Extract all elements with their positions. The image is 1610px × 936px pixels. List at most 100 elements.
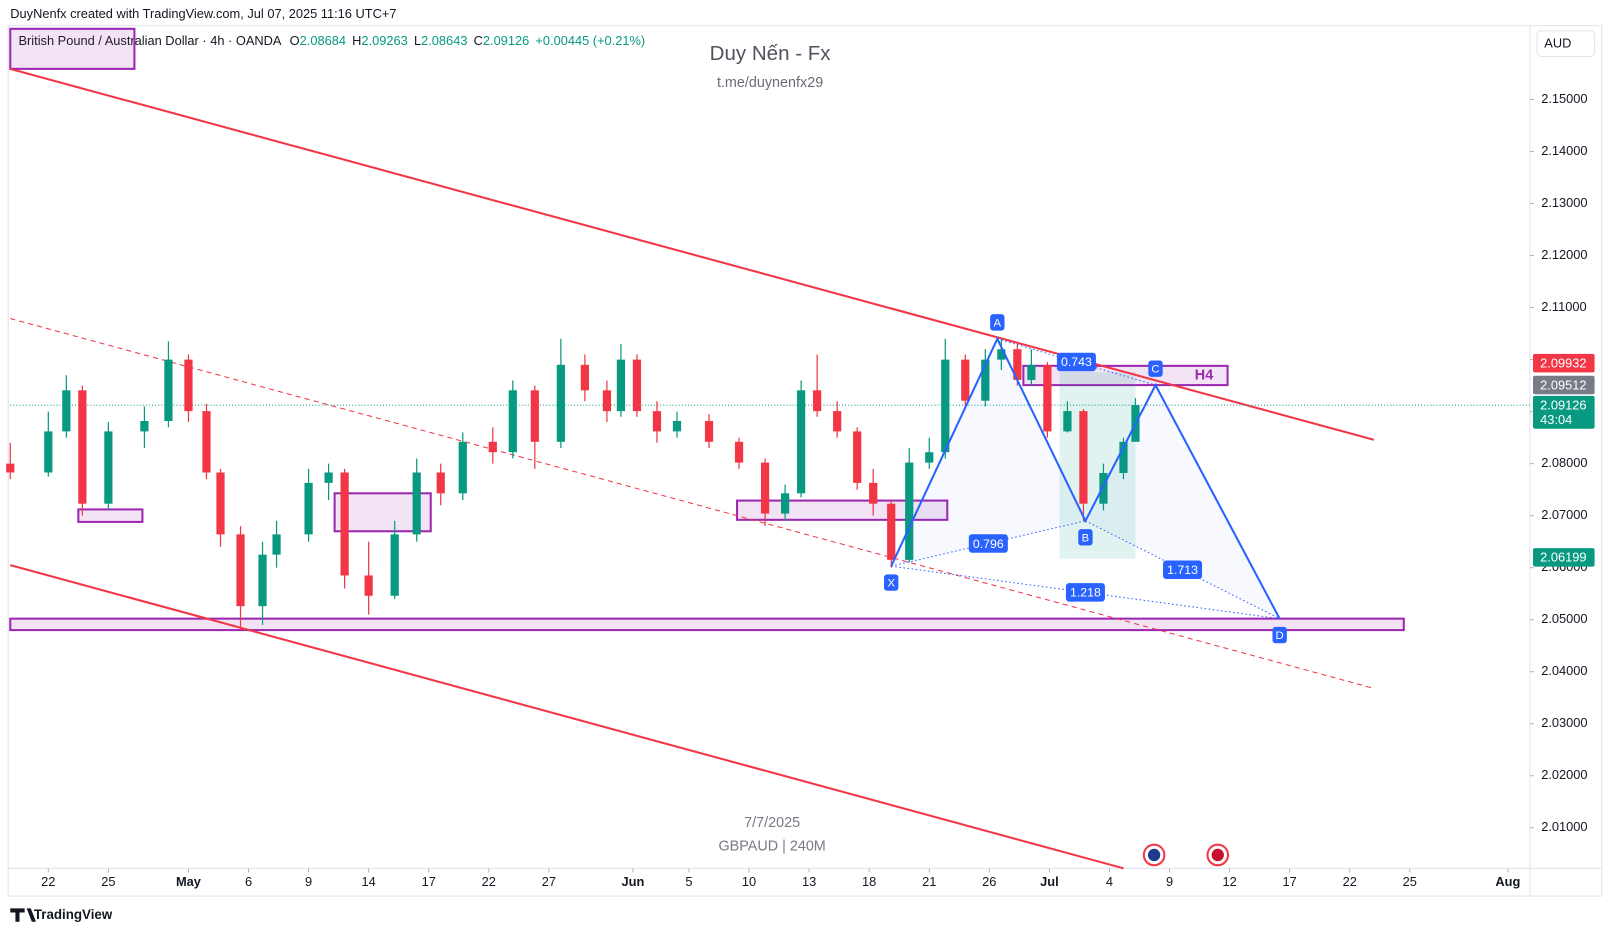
- x-tick-label: Jul: [1040, 874, 1059, 889]
- zone: [9, 27, 136, 70]
- watermark-title: Duy Nến - Fx: [710, 42, 832, 65]
- ohlc-label: L: [414, 34, 421, 49]
- candle-body: [44, 431, 53, 473]
- ratio-label: 0.796: [973, 537, 1004, 551]
- x-tick-label: 21: [922, 874, 936, 889]
- candle-body: [6, 463, 15, 473]
- zone-label: H4: [1195, 367, 1213, 383]
- x-tick-label: 26: [982, 874, 996, 889]
- candle-body: [140, 420, 149, 432]
- currency[interactable]: AUD: [1544, 36, 1571, 51]
- x-tick-label: May: [176, 874, 202, 889]
- trend-line: [9, 564, 1124, 870]
- candle-body: [602, 390, 612, 412]
- ratio-badge: [1056, 352, 1096, 372]
- ohlc-label: H: [352, 34, 361, 49]
- candle-body: [887, 503, 896, 560]
- point-label: B: [1082, 532, 1090, 544]
- candle-body: [1063, 411, 1072, 432]
- ohlc-label: O: [290, 34, 300, 49]
- candle-body: [364, 575, 373, 596]
- trend-line: [9, 67, 1375, 441]
- x-tick-label: 18: [862, 874, 876, 889]
- pattern-fill: [1085, 385, 1280, 619]
- currency-box[interactable]: [1536, 30, 1596, 58]
- x-tick-label: 22: [1343, 874, 1357, 889]
- x-tick-label: 25: [1403, 874, 1417, 889]
- x-tick-label: 12: [1222, 874, 1236, 889]
- candle-body: [813, 390, 822, 412]
- y-tick-label: 2.14000: [1541, 143, 1587, 158]
- last-price-label: 2.09126: [1540, 397, 1586, 412]
- candle-body: [258, 554, 267, 607]
- chart-frame: [7, 25, 1603, 897]
- ohlc-value: 2.08643: [421, 34, 467, 49]
- symbol-line: British Pound / Australian Dollar · 4h ·…: [18, 34, 645, 49]
- candle-body: [1099, 473, 1108, 504]
- x-tick-label: 4: [1106, 874, 1113, 889]
- credit: DuyNenfx created with TradingView.com, J…: [10, 6, 396, 21]
- candle-body: [1027, 364, 1036, 380]
- price-tag-label: 2.09512: [1540, 377, 1586, 392]
- y-tick-label: 2.08000: [1541, 455, 1587, 470]
- candle-body: [981, 359, 990, 401]
- x-tick-label: 5: [685, 874, 692, 889]
- candle-body: [436, 472, 445, 494]
- candle-body: [324, 472, 333, 483]
- candle-body: [925, 452, 934, 463]
- candle-body: [202, 411, 211, 473]
- y-tick-label: 2.02000: [1541, 767, 1587, 782]
- ratio-label: 1.218: [1070, 586, 1101, 600]
- symbol: British Pound / Australian Dollar · 4h ·…: [18, 34, 281, 49]
- candle-body: [760, 462, 770, 514]
- candle-body: [530, 390, 539, 442]
- x-tick-label: 9: [1166, 874, 1173, 889]
- y-tick-label: 2.07000: [1541, 507, 1587, 522]
- price-tag: [1532, 548, 1595, 567]
- point-badge: [1272, 626, 1287, 644]
- watermark-subtitle: t.me/duynenfx29: [717, 75, 823, 91]
- pattern-fill: [891, 338, 1086, 567]
- countdown: 43:04: [1540, 412, 1572, 427]
- candle-body: [184, 359, 193, 412]
- brand-logo: [10, 908, 36, 922]
- x-tick-label: 14: [362, 874, 376, 889]
- ratio-label: 1.713: [1167, 563, 1198, 577]
- candle-body: [508, 390, 517, 453]
- point-label: X: [887, 578, 895, 590]
- point-badge: [1078, 529, 1093, 546]
- watermark-date: 7/7/2025: [744, 815, 800, 831]
- candle-body: [632, 359, 642, 412]
- candle-body: [488, 441, 497, 453]
- ratio-badge: [968, 534, 1008, 553]
- candle-body: [216, 472, 225, 535]
- pattern-ratio-line: [1085, 520, 1280, 620]
- change: +0.00445 (+0.21%): [535, 34, 645, 49]
- event-flag-au-inner: [1147, 848, 1161, 862]
- candle-body: [304, 482, 313, 535]
- candle-body: [905, 462, 914, 560]
- point-label: D: [1276, 630, 1284, 642]
- candle-body: [1119, 441, 1128, 474]
- ohlc-label: C: [474, 34, 483, 49]
- candle-body: [78, 390, 87, 504]
- price-tag: [1532, 353, 1595, 373]
- x-tick-label: Aug: [1495, 874, 1520, 889]
- point-badge: [884, 574, 899, 591]
- candle-body: [556, 364, 565, 442]
- candle-body: [390, 534, 399, 596]
- trend-line: [10, 318, 1374, 689]
- candle-body: [652, 411, 662, 432]
- candle-body: [961, 359, 970, 401]
- zone: [9, 617, 1405, 632]
- last-price-tag: [1532, 395, 1595, 429]
- candle-body: [62, 390, 71, 432]
- point-label: A: [994, 317, 1002, 329]
- ohlc-value: 2.09126: [483, 34, 529, 49]
- candle-body: [616, 359, 626, 412]
- candle-body: [672, 420, 682, 432]
- ratio-badge: [1065, 583, 1105, 602]
- candle-body: [797, 390, 806, 494]
- zone: [77, 508, 144, 523]
